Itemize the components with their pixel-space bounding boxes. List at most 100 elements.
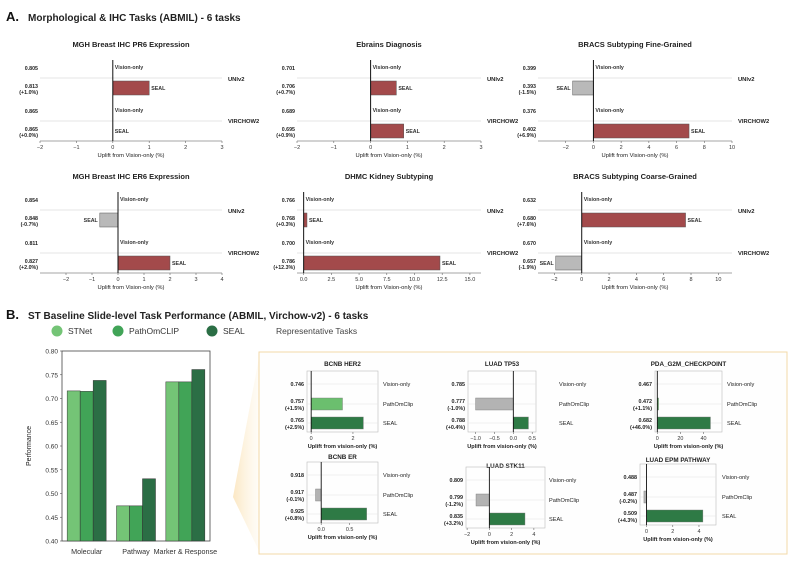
x-tick-label: 2 — [510, 532, 513, 538]
bar-stnet — [116, 505, 130, 542]
row-label: PathOmClip — [722, 495, 752, 501]
vision-value-label: 0.701 — [282, 66, 295, 72]
x-axis-label: Uplift from vision-only (%) — [308, 535, 378, 541]
seal-bar — [99, 212, 119, 228]
chart-a3: BRACS Subtyping Fine-Grained 0.399 Vision-… — [517, 40, 769, 159]
row-label: Vision-only — [383, 382, 410, 388]
model-label: VIRCHOW2 — [228, 251, 259, 257]
vision-value-label: 0.399 — [523, 66, 536, 72]
y-tick-label: 0.55 — [45, 467, 58, 474]
x-tick-label: 2 — [351, 436, 354, 442]
row-label: PathOmClip — [559, 402, 589, 408]
row-change-label: (+1.5%) — [285, 406, 304, 412]
row-value-label: 0.925 — [291, 509, 305, 515]
row-label: Vision-only — [559, 382, 586, 388]
seal-bar — [370, 80, 397, 96]
row-change-label: (-0.2%) — [619, 499, 637, 505]
x-axis-label: Uplift from Vision-only (%) — [98, 153, 165, 159]
x-tick-label: 2 — [443, 145, 446, 151]
x-tick-label: 0 — [580, 277, 583, 283]
row-label: PathOmClip — [383, 402, 413, 408]
vision-value-label: 0.854 — [25, 198, 38, 204]
row-change-label: (+1.1%) — [633, 406, 652, 412]
seal-bar — [657, 416, 711, 430]
x-tick-label: 0 — [488, 532, 491, 538]
seal-bar — [303, 255, 441, 271]
seal-change-label: (+0.7%) — [276, 90, 295, 96]
pathomclip-bar — [475, 397, 514, 411]
x-tick-label: 2 — [671, 529, 674, 535]
seal-change-label: (+2.0%) — [19, 265, 38, 271]
row-value-label: 0.472 — [639, 399, 653, 405]
seal-value-label: 0.393 — [523, 84, 536, 90]
vision-value-label: 0.689 — [282, 109, 295, 115]
x-category-label: Molecular — [71, 547, 103, 556]
model-label: VIRCHOW2 — [738, 119, 769, 125]
row-label: Vision-only — [549, 478, 576, 484]
row-value-label: 0.765 — [291, 418, 305, 424]
x-tick-label: 10 — [729, 145, 735, 151]
seal-change-label: (+6.9%) — [517, 133, 536, 139]
vision-value-label: 0.376 — [523, 109, 536, 115]
section-b-letter: B. — [6, 307, 19, 322]
seal-bar-label: SEAL — [691, 129, 706, 135]
row-value-label: 0.835 — [450, 514, 464, 520]
row-label: PathOmClip — [383, 493, 413, 499]
seal-bar-label: SEAL — [309, 218, 324, 224]
seal-bar — [321, 507, 367, 521]
x-tick-label: 2.5 — [328, 277, 336, 283]
vision-only-label: Vision-only — [595, 108, 624, 114]
bar-pathomclip — [129, 505, 143, 542]
chart-b1: BCNB HER2 0.746 Vision-only 0.757(+1.5%) Pat… — [285, 361, 413, 450]
bar-seal — [92, 380, 107, 542]
y-tick-label: 0.40 — [45, 539, 58, 546]
legend: STNet PathOmCLIP SEAL Representative Tas… — [51, 325, 357, 337]
row-change-label: (-1.2%) — [445, 502, 463, 508]
legend-label-seal: SEAL — [223, 326, 245, 336]
legend-swatch-pathomclip — [112, 325, 124, 337]
x-tick-label: 0 — [116, 277, 119, 283]
x-tick-label: 0 — [369, 145, 372, 151]
x-axis-label: Uplift from Vision-only (%) — [602, 153, 669, 159]
x-tick-label: 8 — [689, 277, 692, 283]
row-value-label: 0.757 — [291, 399, 305, 405]
vision-value-label: 0.632 — [523, 198, 536, 204]
seal-value-label: 0.865 — [25, 127, 38, 133]
x-tick-label: 1 — [406, 145, 409, 151]
vision-only-label: Vision-only — [115, 65, 144, 71]
x-tick-label: −2 — [464, 532, 470, 538]
x-tick-label: −0.5 — [489, 436, 500, 442]
seal-value-label: 0.786 — [282, 259, 295, 265]
vision-value-label: 0.918 — [291, 473, 305, 479]
vision-value-label: 0.811 — [25, 241, 38, 247]
vision-value-label: 0.746 — [291, 382, 305, 388]
x-tick-label: 0.5 — [528, 436, 536, 442]
row-label: SEAL — [722, 514, 736, 520]
seal-value-label: 0.827 — [25, 259, 38, 265]
seal-bar — [117, 255, 171, 271]
row-change-label: (+46.0%) — [630, 425, 652, 431]
vision-value-label: 0.865 — [25, 109, 38, 115]
x-tick-label: −2 — [294, 145, 300, 151]
seal-bar — [646, 509, 704, 523]
x-category-label: Pathway — [122, 547, 150, 556]
row-change-label: (+0.4%) — [446, 425, 465, 431]
legend-note: Representative Tasks — [276, 326, 357, 336]
seal-bar-label: SEAL — [540, 261, 555, 267]
model-label: UNIv2 — [738, 77, 754, 83]
vision-value-label: 0.467 — [639, 382, 653, 388]
x-tick-label: 0.5 — [346, 527, 354, 533]
row-label: PathOmClip — [549, 498, 579, 504]
x-axis-label: Uplift from vision-only (%) — [654, 444, 724, 450]
chart-a6: BRACS Subtyping Coarse-Grained 0.632 Visio… — [517, 172, 769, 291]
chart-title: LUAD EPM PATHWAY — [646, 457, 711, 464]
pathomclip-bar — [475, 493, 490, 507]
pathomclip-bar — [315, 488, 322, 502]
x-tick-label: −1 — [331, 145, 337, 151]
pathomclip-bar — [310, 397, 343, 411]
x-tick-label: 4 — [635, 277, 638, 283]
chart-b6: LUAD EPM PATHWAY 0.488 Vision-only 0.487(-0… — [618, 457, 752, 543]
chart-b-main: 0.40 0.45 0.50 0.55 0.60 0.65 0.70 0.75 0.80 Perf… — [26, 349, 217, 557]
chart-a5: DHMC Kidney Subtyping 0.766 Vision-only SEA… — [273, 172, 518, 291]
chart-title: BCNB ER — [328, 454, 357, 461]
